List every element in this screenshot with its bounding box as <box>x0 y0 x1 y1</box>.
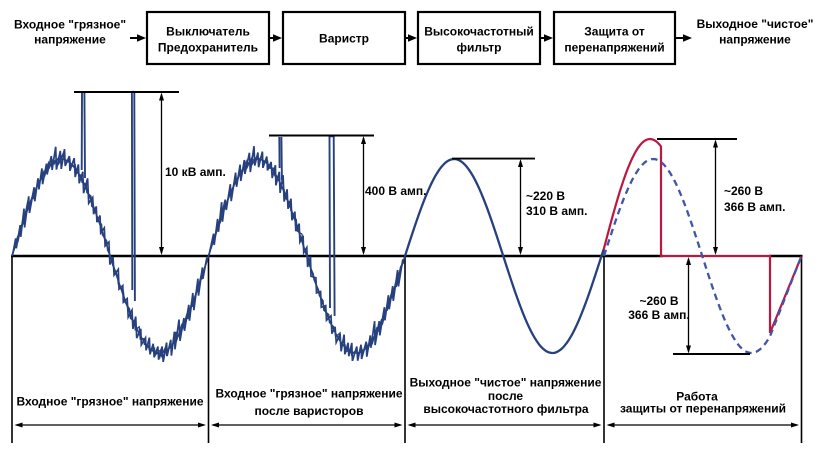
svg-text:напряжение: напряжение <box>34 32 106 46</box>
svg-text:Входное "грязное" напряжение: Входное "грязное" напряжение <box>16 395 203 409</box>
svg-text:10 кВ амп.: 10 кВ амп. <box>165 165 226 179</box>
svg-text:высокочастотного фильтра: высокочастотного фильтра <box>423 402 589 416</box>
svg-text:Выходное "чистое" напряжение: Выходное "чистое" напряжение <box>410 376 602 390</box>
svg-text:400 В амп.: 400 В амп. <box>365 184 427 198</box>
svg-text:Работа: Работа <box>676 390 718 404</box>
svg-text:после: после <box>488 389 524 403</box>
svg-text:~260 В: ~260 В <box>639 294 678 308</box>
svg-text:Входное "грязное" напряжение: Входное "грязное" напряжение <box>215 387 402 401</box>
svg-text:Защита от: Защита от <box>584 25 645 39</box>
svg-text:310 В амп.: 310 В амп. <box>526 204 588 218</box>
svg-text:защиты от перенапряжений: защиты от перенапряжений <box>620 402 786 416</box>
svg-text:после варисторов: после варисторов <box>255 404 364 418</box>
svg-text:фильтр: фильтр <box>456 41 501 55</box>
svg-text:Входное "грязное": Входное "грязное" <box>14 17 126 31</box>
svg-text:Выключатель: Выключатель <box>166 25 250 39</box>
svg-text:перенапряжений: перенапряжений <box>564 41 664 55</box>
svg-text:напряжение: напряжение <box>719 32 791 46</box>
svg-text:~220 В: ~220 В <box>526 189 565 203</box>
svg-text:Выходное "чистое": Выходное "чистое" <box>697 17 814 31</box>
svg-text:~260 В: ~260 В <box>724 184 763 198</box>
svg-text:Высокочастотный: Высокочастотный <box>424 25 534 39</box>
svg-text:366 В амп.: 366 В амп. <box>628 308 690 322</box>
svg-text:Предохранитель: Предохранитель <box>158 41 258 55</box>
svg-text:366 В амп.: 366 В амп. <box>724 200 786 214</box>
svg-text:Варистр: Варистр <box>319 32 369 46</box>
